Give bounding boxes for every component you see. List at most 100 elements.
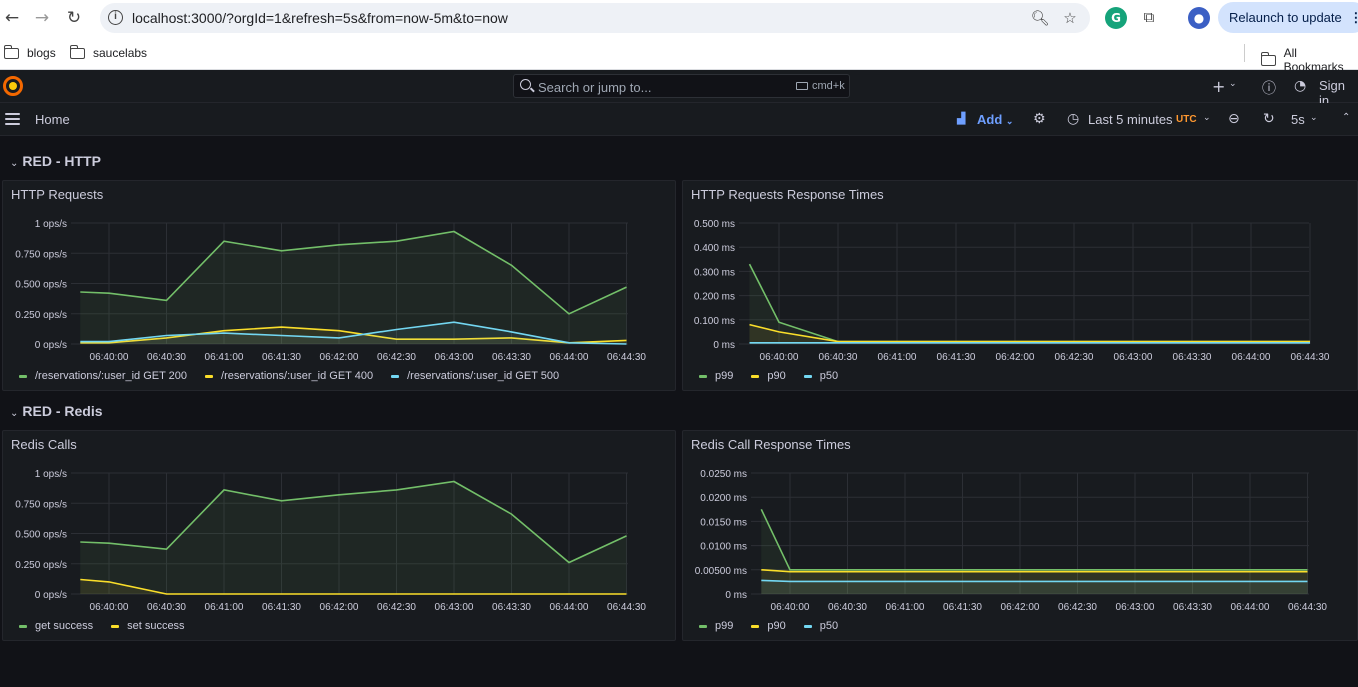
legend-swatch [699, 624, 707, 628]
legend-swatch [803, 624, 812, 628]
time-range-picker[interactable]: Last 5 minutes [1088, 112, 1173, 127]
zoom-icon[interactable]: 🔍︎ [1030, 9, 1050, 27]
legend-label: p99 [715, 620, 734, 632]
url-text[interactable]: localhost:3000/?orgId=1&refresh=5s&from=… [132, 10, 508, 26]
bookmarks-divider [1244, 44, 1245, 62]
series-line-1 [749, 323, 1310, 343]
chevron-down-icon[interactable]: ⌄ [1203, 113, 1211, 123]
y-tick-label: 0.0100 ms [700, 542, 747, 553]
grafana-logo-icon[interactable] [3, 76, 23, 96]
add-button[interactable]: Add ⌄ [977, 112, 1014, 127]
legend-item[interactable]: p90 [751, 370, 786, 382]
profile-avatar-icon[interactable]: ● [1188, 7, 1210, 29]
series-line-0 [760, 508, 1308, 571]
panel-title[interactable]: HTTP Requests Response Times [691, 187, 884, 202]
menu-icon[interactable] [5, 113, 20, 125]
legend-item[interactable]: p99 [699, 370, 733, 382]
x-tick-label: 06:43:00 [1114, 352, 1153, 363]
plus-icon[interactable]: + [1212, 77, 1226, 96]
series-line-2 [761, 579, 1308, 583]
series-line-1 [80, 578, 627, 595]
search-placeholder: Search or jump to... [538, 80, 652, 95]
panel-title[interactable]: HTTP Requests [11, 187, 104, 202]
y-tick-label: 0.250 ops/s [15, 310, 67, 321]
legend-label: /reservations/:user_id GET 400 [221, 370, 374, 382]
redis-response-times-chart[interactable]: 0.0250 ms 0.0200 ms 0.0150 ms 0.0100 ms 0.00… [683, 431, 1358, 642]
y-tick-label: 0.300 ms [694, 267, 735, 278]
refresh-interval-picker[interactable]: 5s [1291, 112, 1305, 127]
x-tick-label: 06:42:30 [377, 602, 416, 613]
help-icon[interactable]: ⓘ [1262, 81, 1276, 97]
x-tick-label: 06:40:30 [147, 352, 186, 363]
folder-icon [1260, 51, 1276, 66]
x-tick-label: 06:42:00 [1001, 602, 1040, 613]
chevron-down-icon[interactable]: ⌄ [1310, 113, 1318, 123]
x-tick-label: 06:40:30 [828, 602, 867, 613]
legend-label: /reservations/:user_id GET 200 [35, 370, 188, 382]
legend-swatch [699, 374, 707, 378]
panel-title[interactable]: Redis Call Response Times [691, 437, 851, 452]
legend-label: get success [35, 620, 94, 632]
reload-icon[interactable]: ↻ [66, 8, 82, 28]
kebab-menu-icon[interactable]: ⋮ [1349, 10, 1358, 25]
legend-item[interactable]: p99 [699, 620, 733, 632]
legend-item[interactable]: /reservations/:user_id GET 400 [205, 370, 373, 382]
legend-item[interactable]: set success [111, 620, 185, 632]
breadcrumb-home[interactable]: Home [35, 112, 70, 127]
legend-item[interactable]: /reservations/:user_id GET 200 [19, 370, 187, 382]
bookmark-blogs[interactable]: blogs [3, 44, 56, 60]
x-tick-label: 06:40:00 [760, 352, 799, 363]
x-tick-label: 06:43:30 [492, 352, 531, 363]
x-tick-label: 06:44:00 [550, 602, 589, 613]
legend-item[interactable]: /reservations/:user_id GET 500 [391, 370, 559, 382]
clock-icon: ◷ [1067, 111, 1080, 127]
address-bar[interactable]: i localhost:3000/?orgId=1&refresh=5s&fro… [100, 3, 1090, 33]
rss-icon[interactable]: ◔ [1294, 78, 1307, 94]
forward-icon[interactable]: → [34, 8, 50, 28]
legend-label: p90 [767, 620, 786, 632]
x-tick-label: 06:44:30 [1288, 602, 1327, 613]
redis-calls-chart[interactable]: 1 ops/s 0.750 ops/s 0.500 ops/s 0.250 ops/s… [3, 431, 677, 642]
y-tick-label: 1 ops/s [35, 469, 67, 480]
series-line-0 [80, 230, 627, 315]
series-line-2 [80, 321, 627, 345]
chevron-up-icon[interactable]: ⌃ [1342, 112, 1351, 123]
settings-gear-icon[interactable]: ⚙ [1033, 111, 1046, 127]
legend-item[interactable]: p90 [751, 620, 786, 632]
row-header-redis[interactable]: ⌄ RED - Redis [10, 403, 103, 419]
x-tick-label: 06:42:30 [377, 352, 416, 363]
chevron-down-icon[interactable]: ⌄ [1229, 79, 1237, 89]
search-shortcut: cmd+k [812, 80, 845, 92]
zoom-out-icon[interactable]: ⊖ [1228, 111, 1240, 127]
bookmark-saucelabs[interactable]: saucelabs [69, 44, 147, 60]
y-tick-label: 0.0250 ms [700, 469, 747, 480]
search-input[interactable]: Search or jump to... cmd+k [513, 74, 850, 98]
legend-label: p99 [715, 370, 734, 382]
relaunch-button[interactable]: Relaunch to update ⋮ [1218, 2, 1358, 33]
row-header-http[interactable]: ⌄ RED - HTTP [10, 153, 101, 169]
refresh-icon[interactable]: ↻ [1263, 111, 1275, 127]
legend-item[interactable]: get success [19, 620, 93, 632]
browser-toolbar: ← → ↻ i localhost:3000/?orgId=1&refresh=… [0, 0, 1358, 36]
legend-item[interactable]: p50 [803, 620, 838, 632]
site-info-icon[interactable]: i [108, 10, 123, 25]
http-response-times-chart[interactable]: 0.500 ms 0.400 ms 0.300 ms 0.200 ms 0.100 ms… [683, 181, 1358, 392]
x-tick-label: 06:40:30 [147, 602, 186, 613]
search-icon [520, 79, 531, 90]
chevron-down-icon: ⌄ [10, 158, 19, 169]
sign-in-link[interactable]: Sign in [1319, 78, 1346, 108]
legend-item[interactable]: p50 [803, 370, 838, 382]
back-icon[interactable]: ← [4, 8, 20, 28]
relaunch-label: Relaunch to update [1229, 10, 1342, 25]
http-requests-chart[interactable]: 1 ops/s 0.750 ops/s 0.500 ops/s 0.250 ops/s… [3, 181, 677, 392]
series-area-0 [749, 264, 1310, 344]
x-tick-label: 06:44:30 [1291, 352, 1330, 363]
grammarly-extension-icon[interactable]: G [1105, 7, 1127, 29]
x-tick-label: 06:43:00 [435, 352, 474, 363]
y-tick-label: 0.0150 ms [700, 517, 747, 528]
extensions-icon[interactable]: ⧉ [1143, 8, 1155, 26]
bookmark-star-icon[interactable]: ☆ [1063, 9, 1077, 27]
panel-title[interactable]: Redis Calls [11, 437, 77, 452]
dashboard-toolbar: Home ▟ Add ⌄ ⚙ ◷ Last 5 minutes UTC ⌄ ⊖ … [0, 103, 1358, 136]
x-tick-label: 06:42:00 [320, 602, 359, 613]
